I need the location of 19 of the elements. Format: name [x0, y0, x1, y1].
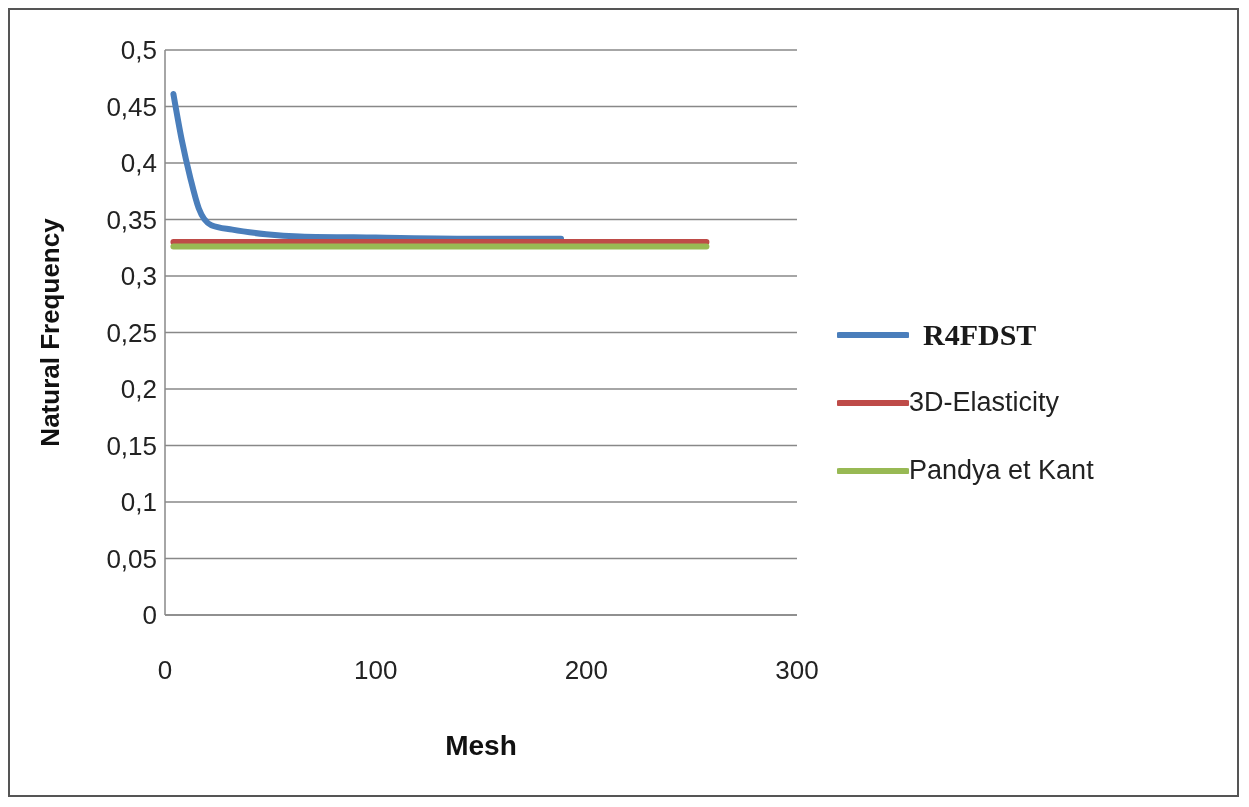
y-tick-label: 0,05: [106, 543, 157, 574]
y-tick-label: 0,5: [120, 35, 157, 66]
x-tick-label: 100: [353, 655, 398, 686]
legend-label: 3D-Elasticity: [909, 387, 1060, 418]
legend-label: Pandya et Kant: [909, 455, 1094, 486]
x-tick-label: 200: [564, 655, 609, 686]
y-axis-title: Natural Frequency: [35, 217, 66, 447]
x-tick-label: 300: [775, 655, 819, 686]
y-tick-label: 0,2: [120, 374, 157, 405]
y-tick-label: 0,45: [106, 91, 157, 122]
y-tick-label: 0,3: [120, 261, 157, 292]
x-axis-title: Mesh: [445, 730, 517, 761]
y-tick-label: 0,25: [106, 317, 157, 348]
legend-label: R4FDST: [923, 317, 1037, 352]
y-tick-label: 0: [142, 600, 157, 631]
y-tick-label: 0,15: [106, 430, 157, 461]
y-tick-label: 0,1: [120, 487, 157, 518]
y-tick-label: 0,35: [106, 204, 157, 235]
y-tick-label: 0,4: [120, 148, 157, 179]
